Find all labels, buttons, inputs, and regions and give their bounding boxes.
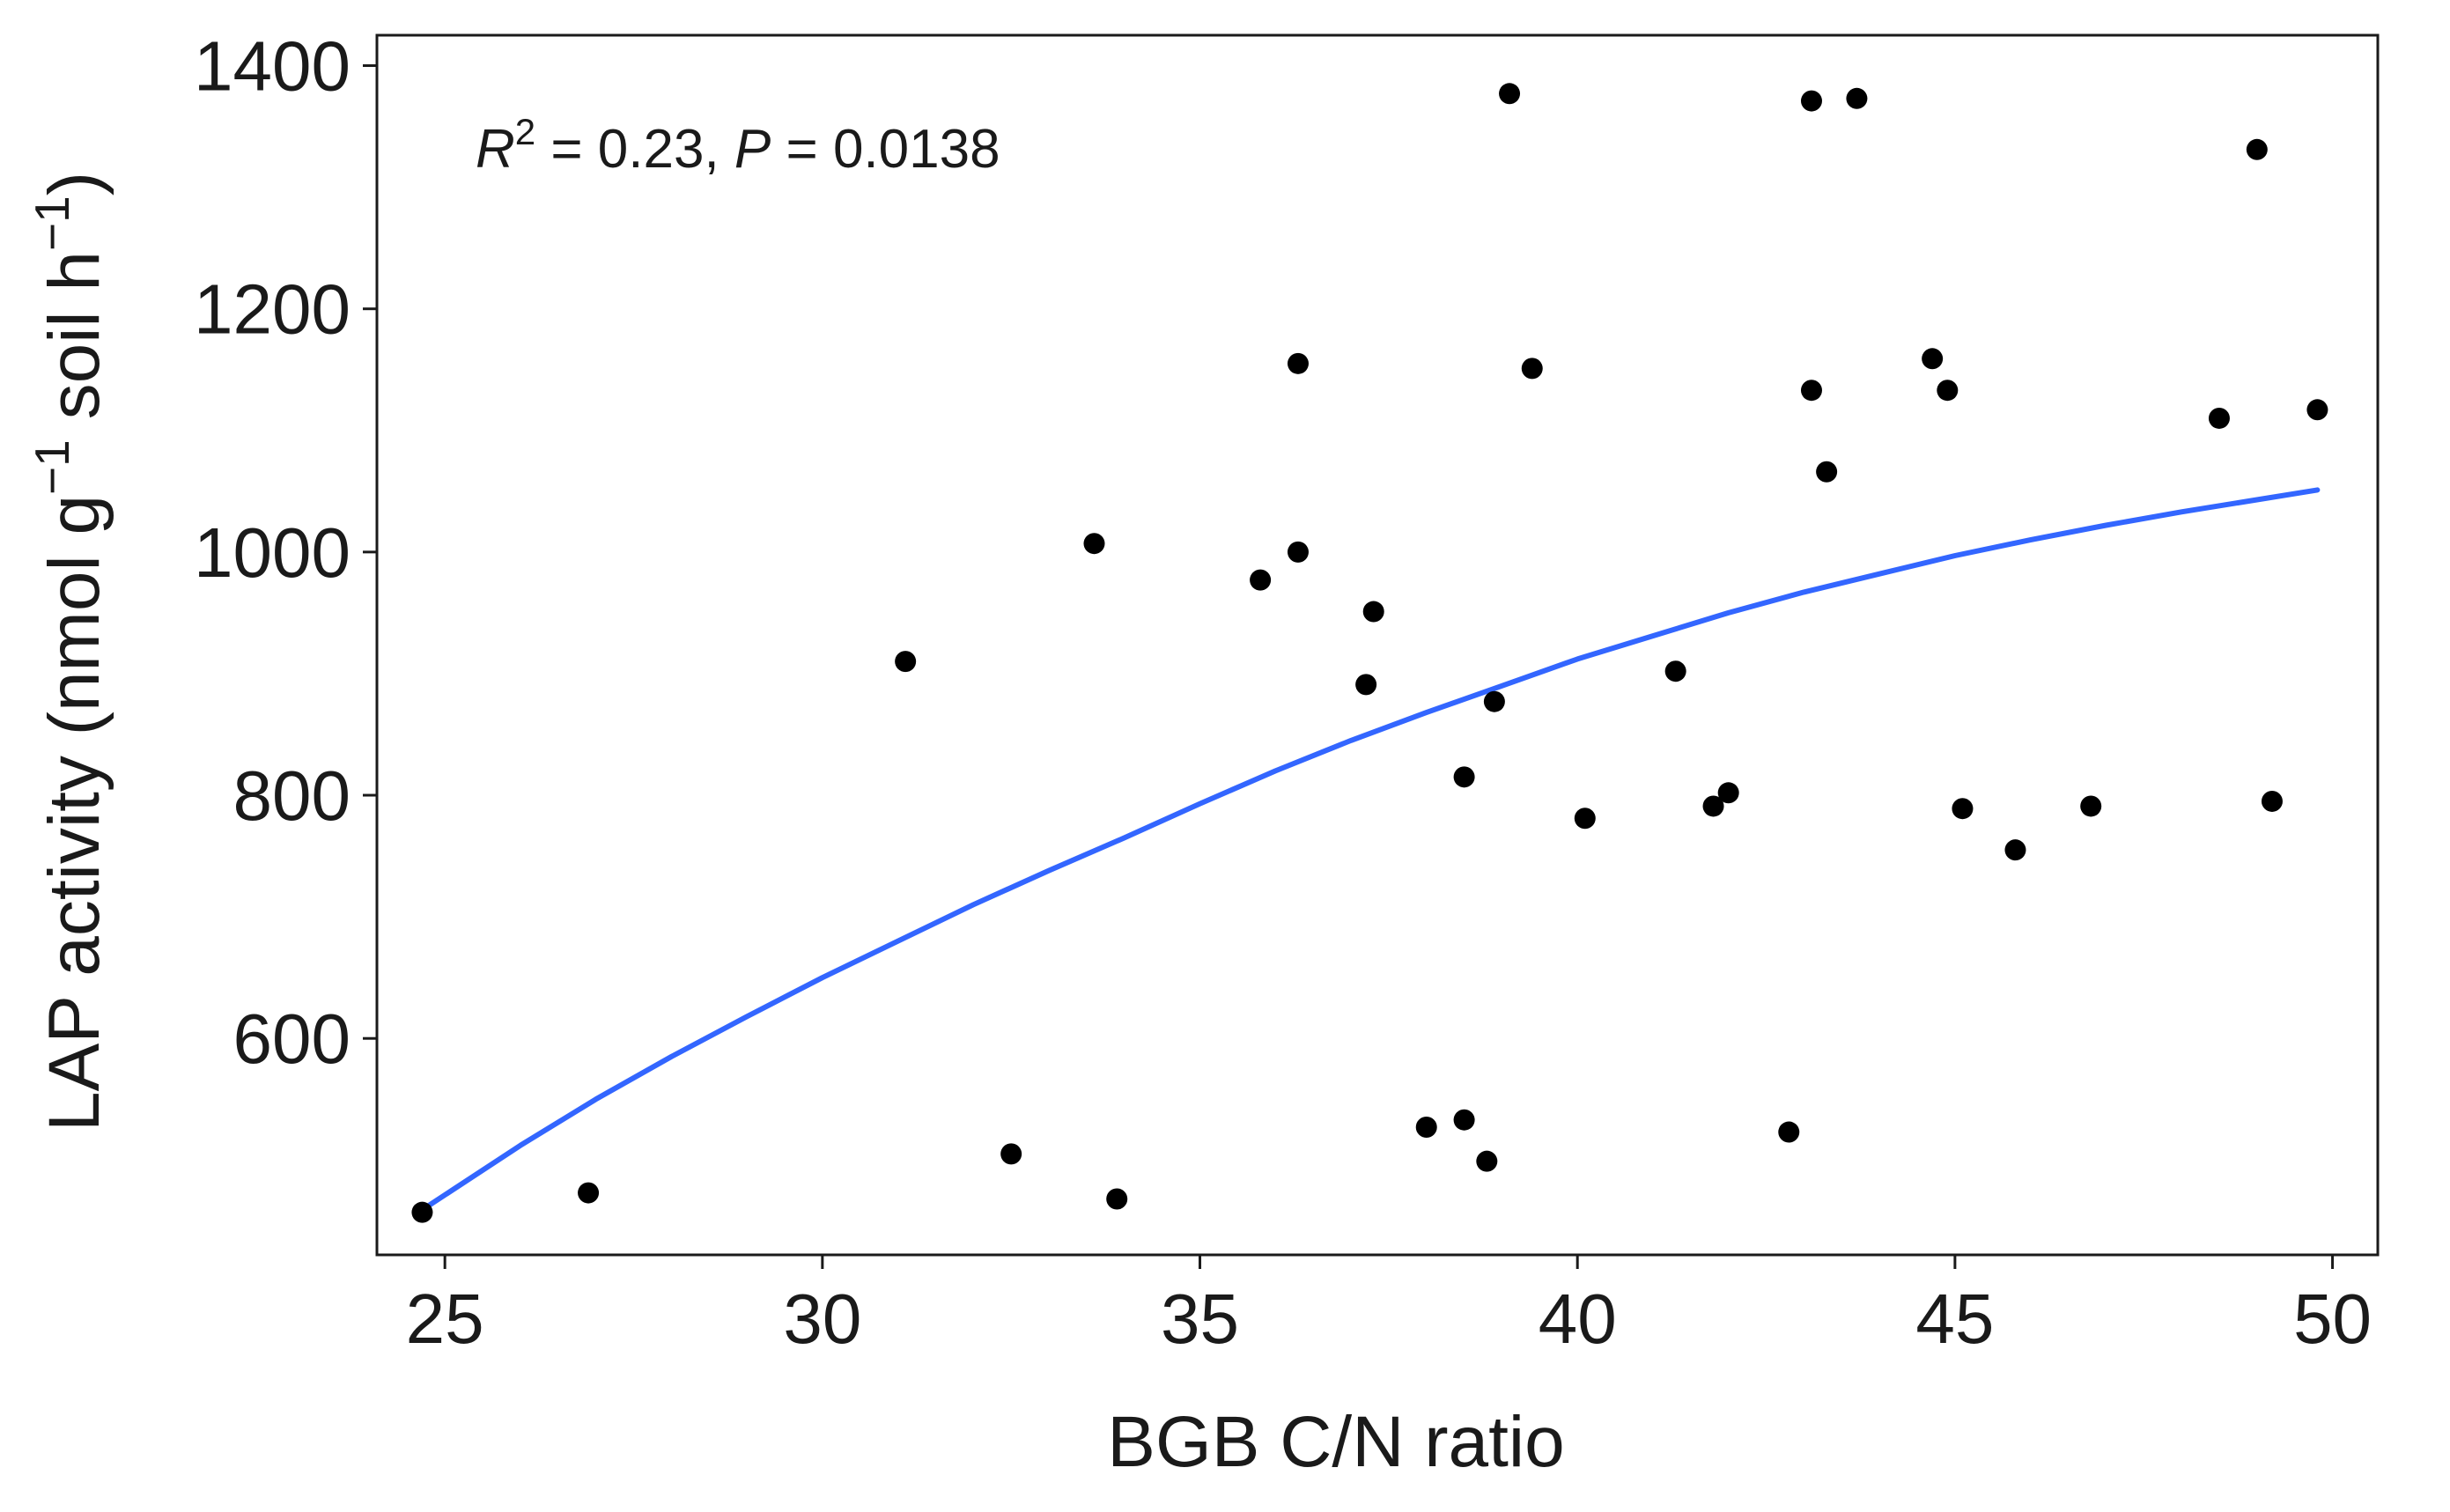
plot-panel-border	[375, 33, 2380, 1257]
data-point	[1453, 1109, 1475, 1131]
data-point	[1415, 1117, 1437, 1139]
x-tick-label: 45	[1915, 1280, 1994, 1358]
data-point	[2261, 790, 2283, 812]
data-point	[2246, 138, 2268, 160]
data-point	[1000, 1143, 1022, 1165]
data-point	[1717, 782, 1739, 804]
data-point	[1952, 798, 1974, 820]
data-point	[1846, 87, 1868, 109]
data-point	[578, 1182, 600, 1204]
data-point	[1800, 380, 1822, 402]
data-point	[1476, 1150, 1498, 1172]
data-point	[1816, 461, 1838, 483]
data-point	[2004, 839, 2026, 861]
y-tick-label: 600	[233, 999, 351, 1078]
p-label: P	[734, 119, 771, 180]
y-tick-label: 800	[233, 756, 351, 835]
x-tick-label: 35	[1161, 1280, 1239, 1358]
data-point	[1922, 348, 1944, 370]
x-tick-label: 40	[1539, 1280, 1617, 1358]
data-point	[1287, 352, 1309, 374]
y-axis: 600 800 1000 1200 1400	[194, 27, 377, 1078]
data-point	[1778, 1121, 1800, 1143]
y-axis-title-sup2: −1	[25, 195, 79, 251]
data-point	[1453, 766, 1475, 788]
r-label: R	[476, 119, 515, 180]
data-point	[1287, 541, 1309, 563]
data-point	[2306, 399, 2328, 421]
y-axis-title-prefix: LAP activity (nmol g	[34, 495, 114, 1132]
x-tick-label: 30	[783, 1280, 861, 1358]
data-points	[411, 83, 2328, 1223]
data-point	[1937, 380, 1959, 402]
data-point	[1800, 90, 1822, 112]
data-point	[1499, 83, 1521, 105]
r-value: = 0.23,	[535, 119, 734, 180]
data-point	[411, 1201, 433, 1223]
data-point	[895, 651, 917, 673]
x-axis-title: BGB C/N ratio	[1107, 1402, 1564, 1482]
x-tick-label: 25	[406, 1280, 484, 1358]
p-value: = 0.0138	[771, 119, 1000, 180]
x-tick-label: 50	[2293, 1280, 2372, 1358]
data-point	[1664, 660, 1686, 682]
y-tick-label: 1200	[194, 270, 351, 349]
r-superscript: 2	[515, 111, 535, 152]
data-point	[1362, 601, 1384, 623]
data-point	[2080, 795, 2102, 817]
y-tick-label: 1400	[194, 27, 351, 106]
data-point	[1702, 795, 1724, 817]
x-axis: 25 30 35 40 45 50	[406, 1255, 2372, 1358]
data-point	[1521, 358, 1543, 380]
data-point	[1250, 569, 1272, 591]
y-tick-label: 1000	[194, 513, 351, 592]
y-axis-title-suffix: )	[34, 172, 114, 195]
data-point	[1355, 674, 1377, 696]
y-axis-title-sup1: −1	[25, 439, 79, 495]
data-point	[1574, 808, 1596, 830]
data-point	[2208, 407, 2230, 429]
data-point	[1483, 690, 1505, 712]
y-axis-title-middle: soil h	[34, 251, 114, 439]
data-point	[1106, 1188, 1128, 1210]
fit-curve	[419, 487, 2321, 1213]
data-point	[1083, 533, 1105, 555]
stats-annotation: R2 = 0.23, P = 0.0138	[476, 111, 1000, 180]
y-axis-title: LAP activity (nmol g−1 soil h−1)	[25, 172, 114, 1132]
